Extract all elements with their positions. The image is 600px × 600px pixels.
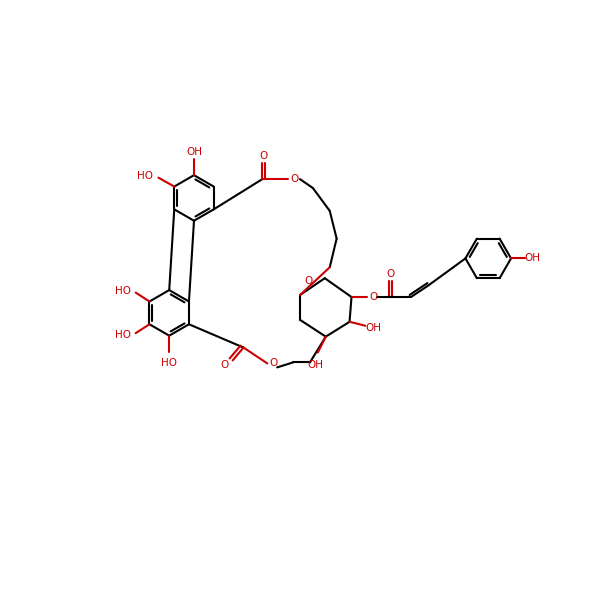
Text: OH: OH: [525, 253, 541, 263]
Text: O: O: [304, 275, 313, 286]
Text: HO: HO: [115, 286, 131, 296]
Text: OH: OH: [186, 148, 202, 157]
Text: HO: HO: [115, 330, 131, 340]
Text: O: O: [290, 174, 298, 184]
Text: O: O: [369, 292, 377, 302]
Text: OH: OH: [365, 323, 382, 333]
Text: O: O: [221, 361, 229, 370]
Text: O: O: [259, 151, 268, 161]
Text: HO: HO: [161, 358, 177, 368]
Text: O: O: [269, 358, 277, 368]
Text: OH: OH: [308, 361, 324, 370]
Text: HO: HO: [137, 170, 154, 181]
Text: O: O: [386, 269, 394, 279]
